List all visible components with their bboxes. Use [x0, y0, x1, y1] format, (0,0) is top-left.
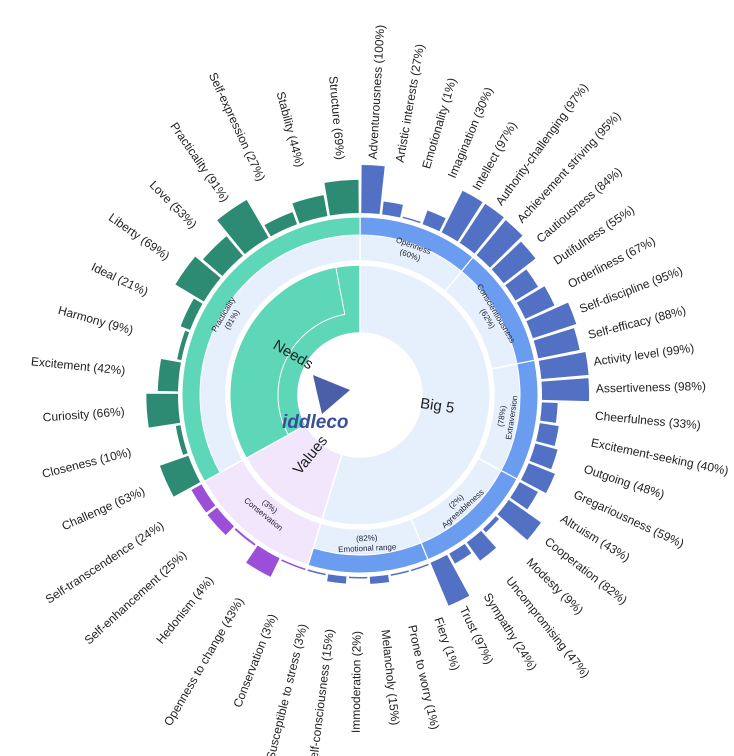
facet-bar-self-consciousness[interactable]	[327, 574, 347, 584]
facet-bar-fiery[interactable]	[410, 563, 429, 572]
facet-bar-harmony[interactable]	[177, 330, 190, 361]
facet-label-ideal: Ideal (21%)	[89, 260, 150, 299]
facet-bar-trust[interactable]	[430, 554, 470, 606]
facet-bar-openness-to-change[interactable]	[246, 545, 280, 577]
facet-label-self-expression: Self-expression (27%)	[206, 70, 268, 183]
facet-bar-self-expression[interactable]	[264, 212, 298, 237]
facet-label-hedonism: Hedonism (4%)	[153, 573, 216, 646]
facet-bar-melancholy[interactable]	[369, 574, 390, 584]
facet-bar-outgoing[interactable]	[529, 443, 558, 470]
chart-center	[300, 335, 420, 455]
facet-bar-modesty[interactable]	[482, 516, 500, 533]
facet-bar-authority-challenging[interactable]	[459, 203, 504, 254]
group-arc-big-5[interactable]	[321, 264, 491, 526]
facet-bar-ideal[interactable]	[180, 298, 203, 330]
facet-label-stability: Stability (44%)	[274, 90, 307, 168]
facet-label-adventurousness: Adventurousness (100%)	[366, 24, 388, 159]
facet-label-love: Love (53%)	[147, 178, 200, 232]
facet-bar-conservation[interactable]	[281, 559, 306, 571]
facet-bar-prone-to-worry[interactable]	[390, 570, 409, 576]
facet-bar-intellect[interactable]	[441, 190, 483, 242]
facet-bar-gregariousness[interactable]	[520, 463, 555, 494]
facet-label-fiery: Fiery (1%)	[431, 615, 462, 672]
facet-bar-dutifulness[interactable]	[505, 269, 539, 301]
facet-bar-liberty[interactable]	[175, 256, 221, 302]
facet-label-closeness: Closeness (10%)	[41, 445, 133, 481]
facet-label-melancholy: Melancholy (15%)	[378, 629, 402, 726]
facet-bar-closeness[interactable]	[175, 425, 188, 455]
facet-bar-altruism[interactable]	[510, 482, 538, 510]
needs-fill-arc	[229, 266, 346, 459]
facet-bar-cautiousness[interactable]	[491, 241, 536, 284]
facet-bar-immoderation[interactable]	[348, 576, 368, 579]
facet-label-trust: Trust (97%)	[457, 604, 497, 666]
facet-label-excitement: Excitement (42%)	[30, 354, 126, 377]
facet-label-self-efficacy: Self-efficacy (88%)	[587, 303, 688, 342]
facet-label-activity-level: Activity level (99%)	[593, 341, 695, 369]
facet-label-assertiveness: Assertiveness (98%)	[596, 379, 706, 396]
facet-bar-susceptible-to-stress[interactable]	[307, 569, 326, 576]
facet-bar-curiosity[interactable]	[146, 393, 181, 428]
facet-bar-cheerfulness[interactable]	[540, 402, 558, 423]
dimension-percent-emotional-range: (82%)	[356, 533, 378, 543]
facet-bar-artistic-interests[interactable]	[382, 201, 403, 218]
logo-mark-shade-icon	[313, 375, 322, 414]
facet-bar-orderliness[interactable]	[516, 286, 555, 319]
logo-text: iddleco	[282, 412, 349, 433]
facet-label-cheerfulness: Cheerfulness (33%)	[594, 409, 701, 433]
dimension-percent-extraversion: (78%)	[496, 405, 508, 428]
facet-label-cautiousness: Cautiousness (84%)	[534, 164, 625, 245]
facet-bar-love[interactable]	[203, 236, 243, 277]
facet-bar-excitement-seeking[interactable]	[536, 423, 559, 446]
facet-bar-self-efficacy[interactable]	[533, 328, 580, 359]
facet-bar-achievement-striving[interactable]	[476, 220, 523, 268]
facet-bar-self-transcendence[interactable]	[191, 484, 216, 513]
facet-label-practicality: Practicality (91%)	[167, 120, 232, 205]
facet-bar-activity-level[interactable]	[538, 351, 589, 380]
facet-bar-cooperation[interactable]	[497, 499, 541, 541]
facet-label-harmony: Harmony (9%)	[57, 303, 135, 337]
facet-bar-challenge[interactable]	[159, 455, 201, 497]
facet-bar-excitement[interactable]	[157, 358, 181, 392]
facet-bar-practicality[interactable]	[217, 199, 269, 255]
facet-label-curiosity: Curiosity (66%)	[42, 405, 125, 425]
facet-bar-self-enhancement[interactable]	[207, 507, 235, 536]
facet-bar-emotionality[interactable]	[402, 216, 421, 224]
logo: iddleco	[282, 375, 350, 433]
facet-bar-sympathy[interactable]	[449, 543, 472, 564]
facet-label-structure: Structure (69%)	[326, 75, 347, 160]
facet-label-immoderation: Immoderation (2%)	[349, 631, 364, 733]
facet-bar-structure[interactable]	[324, 179, 359, 216]
facet-bar-adventurousness[interactable]	[361, 165, 385, 215]
facet-label-artistic-interests: Artistic interests (27%)	[393, 43, 427, 164]
facet-bar-assertiveness[interactable]	[541, 378, 590, 402]
logo-mark-icon	[313, 375, 350, 414]
facet-label-prone-to-worry: Prone to worry (1%)	[405, 624, 442, 731]
facet-bar-stability[interactable]	[292, 195, 328, 224]
dimension-band-practicality	[181, 216, 361, 482]
facet-label-liberty: Liberty (69%)	[106, 210, 172, 263]
facet-label-self-consciousness: Self-consciousness (15%)	[306, 628, 337, 756]
facet-label-susceptible-to-stress: Susceptible to stress (3%)	[263, 622, 310, 756]
facet-bar-self-discipline[interactable]	[526, 302, 577, 339]
group-label-big-5: Big 5	[419, 395, 455, 417]
arcs-layer	[146, 165, 590, 606]
facet-label-challenge: Challenge (63%)	[60, 484, 147, 533]
dimension-label-emotional-range: Emotional range	[338, 542, 397, 554]
facet-bar-imagination[interactable]	[422, 210, 446, 232]
facet-label-conservation: Conservation (3%)	[230, 612, 279, 710]
facet-bar-hedonism[interactable]	[234, 528, 256, 546]
facet-bar-uncompromising[interactable]	[466, 530, 497, 561]
